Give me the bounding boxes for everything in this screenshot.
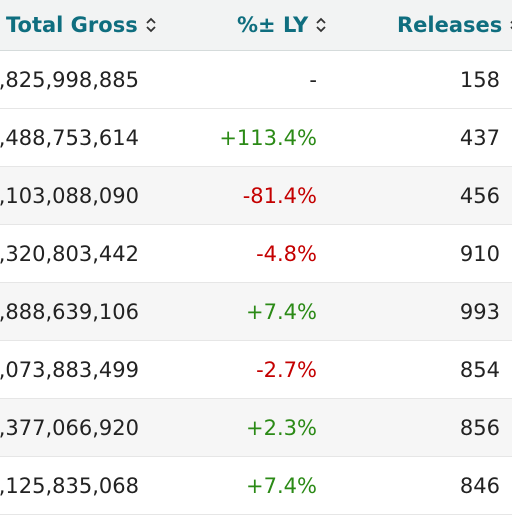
table-row[interactable]: ,377,066,920 +2.3% 856	[0, 399, 512, 457]
releases-cell: 856	[459, 415, 500, 440]
column-header-label: %± LY	[237, 13, 309, 37]
total-gross-cell: ,073,883,499	[0, 357, 139, 382]
pct-ly-cell: +113.4%	[219, 125, 317, 150]
releases-cell: 158	[459, 67, 500, 92]
table-row[interactable]: ,320,803,442 -4.8% 910	[0, 225, 512, 283]
column-header-label: Releases	[397, 13, 503, 37]
table-row[interactable]: ,103,088,090 -81.4% 456	[0, 167, 512, 225]
releases-cell: 437	[459, 125, 500, 150]
releases-cell: 854	[459, 357, 500, 382]
table-row[interactable]: ,073,883,499 -2.7% 854	[0, 341, 512, 399]
column-header-releases[interactable]: Releases	[397, 0, 512, 50]
releases-cell: 910	[459, 241, 500, 266]
total-gross-cell: ,825,998,885	[0, 67, 139, 92]
total-gross-cell: ,488,753,614	[0, 125, 139, 150]
sort-icon	[316, 17, 326, 33]
total-gross-cell: ,125,835,068	[0, 473, 139, 498]
pct-ly-cell: +2.3%	[246, 415, 317, 440]
pct-ly-cell: -2.7%	[256, 357, 317, 382]
total-gross-cell: ,103,088,090	[0, 183, 139, 208]
pct-ly-cell: +7.4%	[246, 299, 317, 324]
releases-cell: 456	[459, 183, 500, 208]
table-row[interactable]: ,825,998,885 - 158	[0, 51, 512, 109]
table-row[interactable]: ,488,753,614 +113.4% 437	[0, 109, 512, 167]
pct-ly-cell: -4.8%	[256, 241, 317, 266]
pct-ly-cell: -	[309, 67, 317, 92]
pct-ly-cell: +7.4%	[246, 473, 317, 498]
table-body: ,825,998,885 - 158 ,488,753,614 +113.4% …	[0, 51, 512, 515]
table-header: Total Gross %± LY Releases	[0, 0, 512, 51]
total-gross-cell: ,377,066,920	[0, 415, 139, 440]
sort-icon	[146, 17, 156, 33]
column-header-label: Total Gross	[6, 13, 138, 37]
releases-cell: 993	[459, 299, 500, 324]
total-gross-cell: ,888,639,106	[0, 299, 139, 324]
table-row[interactable]: ,888,639,106 +7.4% 993	[0, 283, 512, 341]
column-header-total-gross[interactable]: Total Gross	[6, 0, 157, 50]
column-header-pct-ly[interactable]: %± LY	[237, 0, 327, 50]
releases-cell: 846	[459, 473, 500, 498]
total-gross-cell: ,320,803,442	[0, 241, 139, 266]
table-row[interactable]: ,125,835,068 +7.4% 846	[0, 457, 512, 515]
pct-ly-cell: -81.4%	[242, 183, 317, 208]
